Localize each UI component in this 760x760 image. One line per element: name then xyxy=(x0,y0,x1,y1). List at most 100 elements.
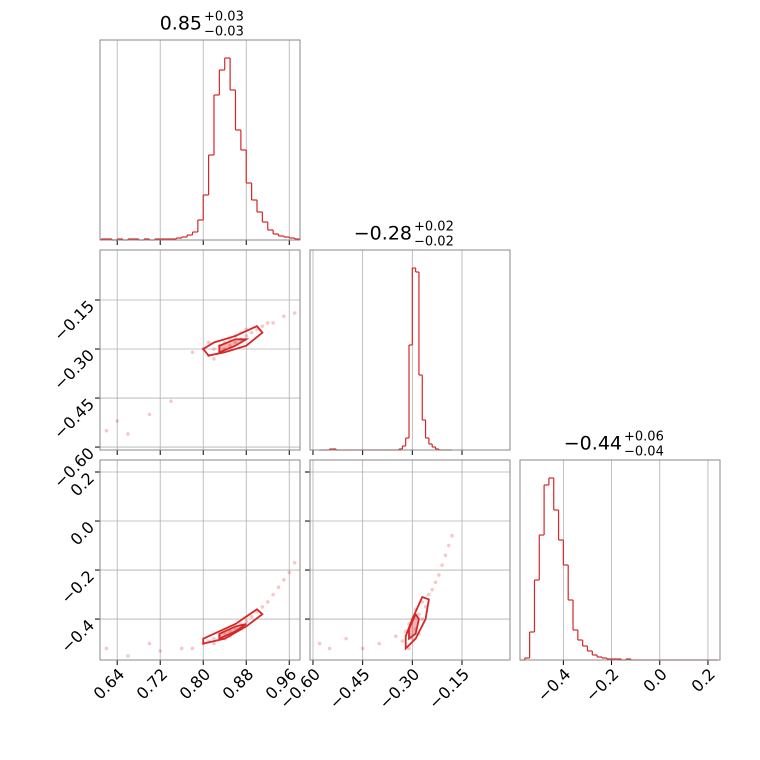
x-tick-label: 0.0 xyxy=(639,665,670,696)
sample-point xyxy=(393,634,398,639)
sample-point xyxy=(249,330,254,335)
sample-point xyxy=(423,605,428,609)
sample-point xyxy=(282,314,286,319)
panel-title: 0.85 xyxy=(160,13,202,35)
sample-point xyxy=(344,636,348,641)
axes-frame xyxy=(99,459,301,661)
sample-point xyxy=(104,646,109,651)
sample-point xyxy=(360,646,365,651)
sample-point xyxy=(158,649,163,653)
axes-frame xyxy=(99,249,301,451)
contour xyxy=(218,338,250,354)
sample-point xyxy=(249,614,254,619)
contour xyxy=(202,608,264,645)
contour xyxy=(408,612,420,641)
panel xyxy=(309,249,511,455)
sample-point xyxy=(228,629,232,634)
x-tick-label: −0.15 xyxy=(425,665,473,713)
x-tick-label: −0.30 xyxy=(375,665,423,713)
sample-point xyxy=(260,324,265,328)
sample-point xyxy=(427,592,431,597)
sample-point xyxy=(271,321,275,325)
sample-point xyxy=(212,636,216,641)
contour xyxy=(201,325,264,357)
sample-point xyxy=(433,580,438,585)
x-tick-label: −0.45 xyxy=(326,665,374,713)
y-tick-label: 0.0 xyxy=(67,518,98,549)
sample-point xyxy=(327,646,332,651)
sample-point xyxy=(179,646,184,651)
panel: 0.64 0.72 0.80 0.88 0.96−0.4−0.20.00.2 xyxy=(57,459,301,704)
sample-point xyxy=(169,399,173,404)
sample-point xyxy=(437,573,441,577)
sample-point xyxy=(417,612,421,616)
sample-point xyxy=(450,533,454,538)
sample-point xyxy=(260,605,265,609)
x-tick-label: 0.88 xyxy=(219,665,258,704)
sample-point xyxy=(287,570,292,575)
title-lower: −0.04 xyxy=(624,445,664,460)
sample-point xyxy=(190,350,195,355)
panel: −0.60−0.45−0.30−0.15 xyxy=(276,459,511,713)
x-tick-label: −0.2 xyxy=(582,665,623,706)
sample-point xyxy=(265,321,270,325)
sample-point xyxy=(443,553,448,558)
panel xyxy=(99,39,301,245)
title-lower: −0.02 xyxy=(414,235,454,250)
sample-point xyxy=(212,347,216,351)
panel-title: −0.44 xyxy=(564,433,622,455)
sample-point xyxy=(377,641,382,646)
sample-point xyxy=(317,641,322,646)
sample-point xyxy=(212,641,216,646)
x-tick-label: 0.72 xyxy=(133,665,172,704)
sample-point xyxy=(147,641,152,646)
sample-point xyxy=(265,600,270,604)
sample-point xyxy=(147,412,152,417)
title-lower: −0.03 xyxy=(204,25,244,40)
sample-point xyxy=(104,428,109,433)
x-tick-label: 0.80 xyxy=(176,665,215,704)
axes-frame xyxy=(99,39,301,241)
sample-point xyxy=(222,631,227,636)
title-upper: +0.06 xyxy=(624,430,664,445)
y-tick-label: −0.15 xyxy=(50,297,98,345)
axes-frame xyxy=(519,459,721,661)
sample-point xyxy=(400,639,405,643)
axes-frame xyxy=(309,249,511,451)
sample-point xyxy=(276,585,281,590)
y-tick-label: −0.45 xyxy=(50,395,98,443)
panel: −0.4 −0.2 0.0 0.2 xyxy=(519,459,721,706)
sample-point xyxy=(126,432,130,436)
axes-frame xyxy=(309,459,511,661)
x-tick-label: −0.4 xyxy=(533,665,574,706)
sample-point xyxy=(126,654,130,658)
sample-point xyxy=(271,592,275,597)
panel: −0.60−0.45−0.30−0.15 xyxy=(50,249,301,492)
y-tick-label: −0.30 xyxy=(50,346,98,394)
sample-point xyxy=(233,340,238,345)
sample-point xyxy=(292,560,297,565)
sample-point xyxy=(420,617,425,621)
sample-point xyxy=(190,646,195,651)
sample-point xyxy=(244,619,249,624)
sample-point xyxy=(244,334,249,338)
sample-point xyxy=(282,578,286,582)
contour xyxy=(218,623,247,641)
sample-point xyxy=(440,563,444,567)
sample-point xyxy=(115,419,120,423)
sample-point xyxy=(407,646,411,651)
sample-point xyxy=(446,543,451,548)
panel-title: −0.28 xyxy=(354,223,412,245)
contour xyxy=(404,595,430,651)
y-tick-label: −0.2 xyxy=(57,567,98,608)
sample-point xyxy=(292,311,297,315)
x-tick-label: 0.2 xyxy=(688,665,719,696)
sample-point xyxy=(212,357,216,361)
title-upper: +0.02 xyxy=(414,220,454,235)
x-tick-label: 0.64 xyxy=(90,665,129,704)
sample-point xyxy=(206,340,211,345)
sample-point xyxy=(430,587,434,592)
title-upper: +0.03 xyxy=(204,10,244,25)
y-tick-label: −0.4 xyxy=(57,616,98,657)
